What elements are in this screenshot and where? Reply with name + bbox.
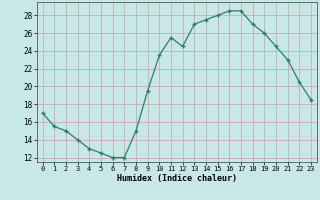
X-axis label: Humidex (Indice chaleur): Humidex (Indice chaleur) [117, 174, 237, 183]
